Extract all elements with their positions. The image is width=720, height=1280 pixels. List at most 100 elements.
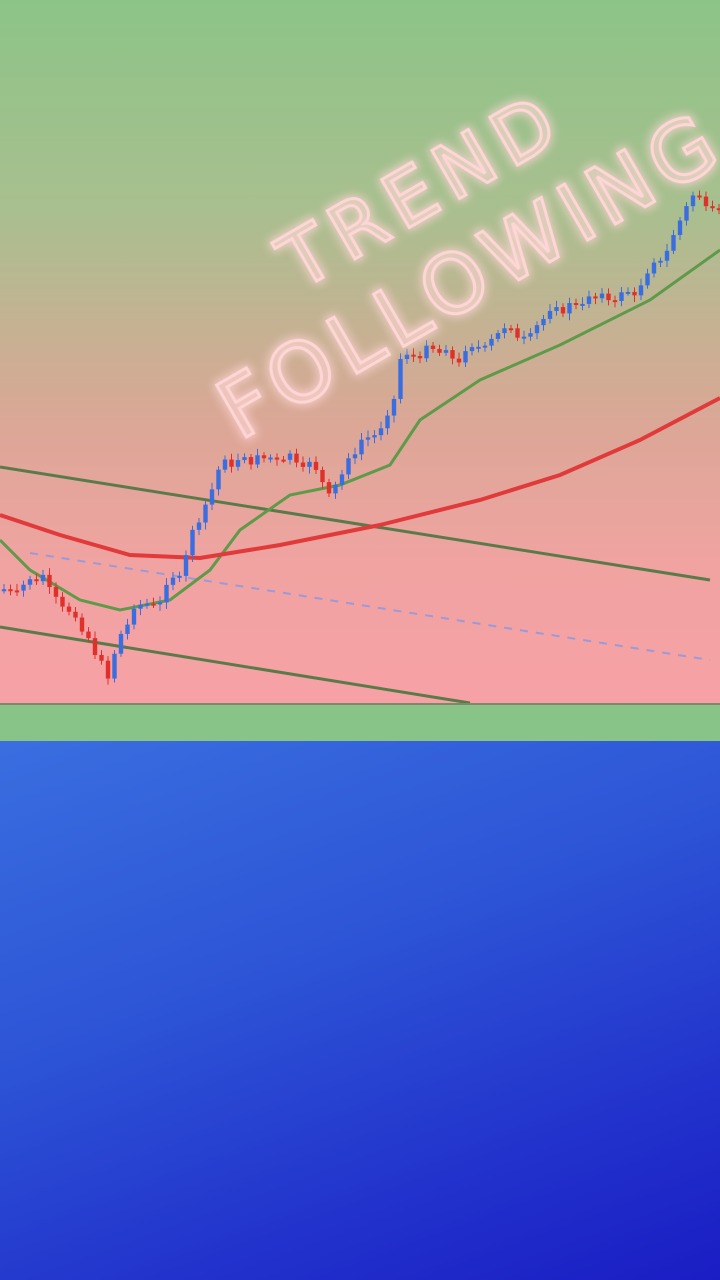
candle bbox=[281, 459, 286, 462]
candle bbox=[599, 293, 605, 299]
candle bbox=[307, 461, 312, 467]
candle bbox=[437, 348, 442, 353]
candle bbox=[541, 318, 546, 326]
candle bbox=[606, 293, 611, 301]
candle bbox=[60, 596, 65, 607]
candle bbox=[372, 435, 377, 438]
candle bbox=[118, 633, 124, 654]
candle bbox=[417, 356, 423, 359]
candle bbox=[684, 206, 689, 221]
candle bbox=[352, 454, 358, 459]
candle bbox=[664, 250, 670, 261]
moving-average-slow bbox=[0, 396, 720, 561]
candle bbox=[92, 638, 98, 656]
candle bbox=[612, 300, 618, 303]
candle bbox=[443, 350, 449, 353]
blue-background bbox=[0, 741, 720, 1280]
candle bbox=[86, 631, 91, 639]
dashed-midline bbox=[29, 552, 711, 661]
candle bbox=[521, 336, 527, 339]
candle bbox=[1, 589, 7, 592]
candle bbox=[105, 660, 111, 679]
candle bbox=[690, 195, 696, 207]
candle bbox=[248, 457, 254, 465]
candle bbox=[482, 345, 488, 348]
candle bbox=[222, 459, 228, 470]
candle bbox=[508, 328, 514, 331]
candle bbox=[651, 262, 657, 274]
candle bbox=[144, 603, 150, 606]
candle bbox=[495, 333, 501, 339]
candle bbox=[398, 359, 403, 399]
candle bbox=[580, 303, 585, 306]
candle bbox=[339, 474, 345, 485]
candle bbox=[645, 273, 650, 286]
candle bbox=[716, 208, 720, 211]
candle bbox=[216, 469, 221, 490]
candle bbox=[53, 587, 59, 597]
channel-lower-line bbox=[0, 625, 471, 703]
candle bbox=[424, 345, 429, 359]
neon-headline: TREND FOLLOWING bbox=[201, 72, 720, 460]
candle bbox=[489, 338, 494, 346]
candle bbox=[164, 584, 169, 603]
candle bbox=[8, 589, 13, 592]
candle bbox=[547, 310, 553, 319]
candle bbox=[586, 296, 592, 304]
candle bbox=[567, 303, 572, 314]
candle bbox=[528, 333, 533, 337]
candle bbox=[34, 579, 39, 582]
candle bbox=[131, 608, 137, 625]
candle bbox=[456, 358, 462, 363]
trend-chart: TREND FOLLOWING bbox=[0, 0, 720, 703]
candle bbox=[235, 460, 241, 467]
candle bbox=[294, 453, 299, 463]
candle bbox=[242, 457, 247, 461]
candle bbox=[73, 611, 78, 618]
candle bbox=[47, 574, 52, 588]
candle bbox=[534, 325, 540, 334]
candle bbox=[261, 455, 267, 459]
candle bbox=[554, 307, 559, 311]
candle bbox=[703, 196, 709, 207]
candle bbox=[151, 603, 156, 606]
candle bbox=[203, 504, 208, 523]
candle bbox=[170, 577, 176, 585]
candle bbox=[300, 462, 306, 467]
candle bbox=[125, 624, 130, 634]
candle bbox=[66, 606, 72, 612]
candle bbox=[593, 296, 598, 299]
candle bbox=[183, 555, 189, 576]
candle bbox=[450, 350, 455, 359]
candle bbox=[255, 455, 260, 465]
channel-upper-line bbox=[0, 465, 711, 582]
candle bbox=[515, 328, 520, 338]
candle bbox=[632, 291, 637, 296]
candle bbox=[658, 260, 663, 263]
candle bbox=[671, 235, 676, 251]
candle bbox=[677, 220, 683, 236]
candle bbox=[710, 206, 715, 209]
candle bbox=[274, 457, 280, 460]
candle bbox=[320, 469, 325, 483]
chart-svg: TREND FOLLOWING bbox=[0, 72, 720, 703]
candle bbox=[697, 195, 702, 198]
candle bbox=[625, 291, 631, 294]
candle bbox=[313, 461, 319, 470]
candle bbox=[476, 346, 481, 349]
moving-average-fast bbox=[0, 248, 720, 612]
candle bbox=[560, 307, 566, 314]
candle bbox=[326, 482, 332, 494]
candle bbox=[346, 458, 351, 475]
candle bbox=[385, 415, 390, 429]
candle bbox=[27, 579, 33, 585]
candle bbox=[411, 354, 416, 357]
candle bbox=[209, 489, 215, 505]
candle bbox=[40, 574, 46, 582]
candle bbox=[190, 529, 195, 556]
candle bbox=[196, 522, 202, 530]
candle bbox=[157, 602, 163, 605]
candle bbox=[229, 459, 234, 467]
candle bbox=[112, 653, 117, 679]
candle bbox=[14, 590, 20, 593]
